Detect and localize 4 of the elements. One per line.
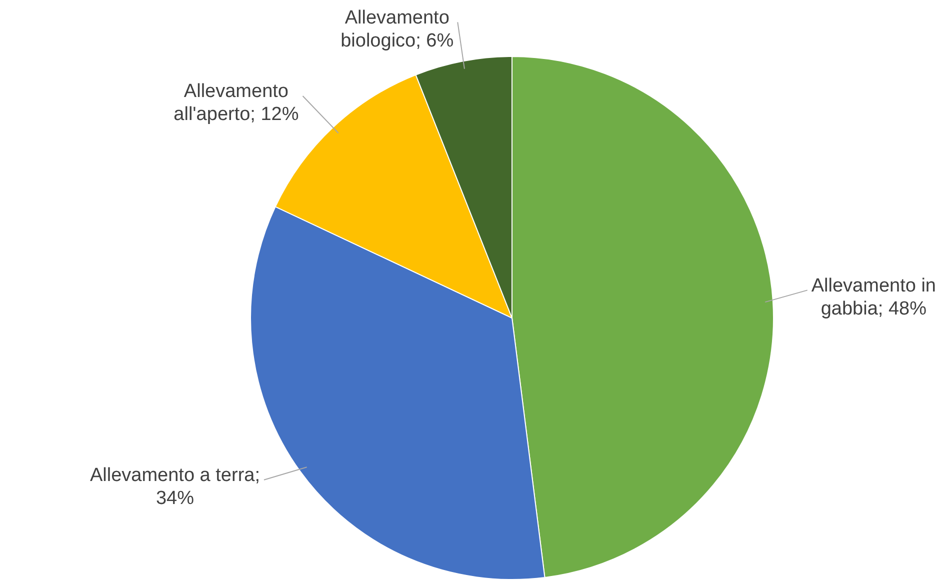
slice-label: Allevamento biologico; 6% <box>340 7 454 52</box>
slice-label: Allevamento in gabbia; 48% <box>811 275 936 320</box>
slice-label: Allevamento all'aperto; 12% <box>174 81 299 126</box>
slice-label: Allevamento a terra; 34% <box>90 465 260 510</box>
